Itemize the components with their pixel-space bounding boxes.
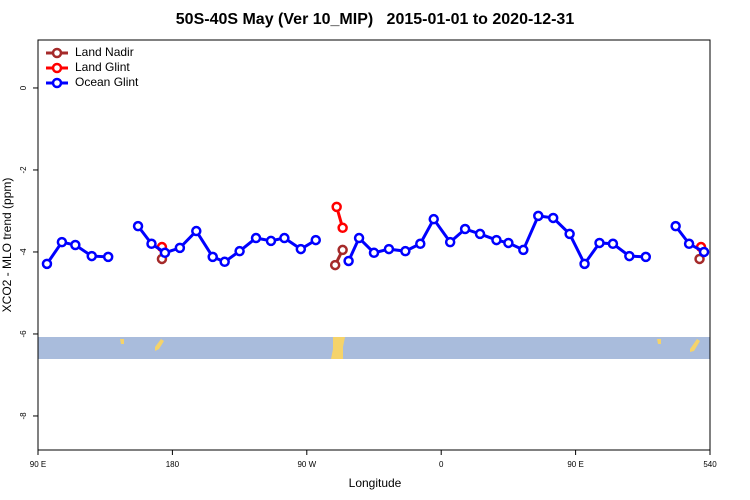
point: [518, 244, 529, 256]
point: [132, 220, 144, 232]
point: [459, 223, 471, 235]
point: [533, 210, 544, 222]
series-line: [337, 207, 701, 247]
point: [337, 244, 348, 256]
point: [207, 251, 218, 263]
point: [415, 238, 426, 250]
y-axis-label: XCO2 - MLO trend (ppm): [0, 178, 14, 313]
point: [329, 259, 341, 271]
point: [56, 236, 68, 248]
point: [279, 232, 290, 244]
y-tick-label: -8: [19, 412, 28, 420]
legend-marker: [51, 77, 63, 89]
point: [250, 232, 262, 244]
point: [353, 232, 365, 244]
point: [265, 235, 277, 247]
legend-marker: [51, 62, 63, 74]
point: [368, 247, 380, 259]
plot-frame: [37, 39, 711, 451]
point: [564, 228, 575, 240]
point: [337, 222, 348, 234]
point: [474, 228, 486, 240]
point: [310, 234, 322, 246]
point: [547, 212, 559, 224]
point: [343, 255, 354, 267]
x-axis-label: Longitude: [349, 476, 402, 490]
point: [191, 225, 202, 237]
point: [694, 253, 705, 265]
band: [38, 337, 710, 359]
point: [491, 234, 502, 246]
point: [579, 258, 590, 270]
point: [295, 243, 307, 255]
legend-label: Ocean Glint: [75, 75, 139, 89]
x-tick-label: 180: [166, 460, 180, 469]
point: [670, 220, 681, 232]
point: [331, 201, 342, 213]
point: [219, 256, 230, 268]
x-tick-label: 0: [439, 460, 444, 469]
point: [383, 243, 395, 255]
point: [428, 213, 439, 225]
point: [70, 239, 81, 251]
x-tick-label: 90 E: [30, 460, 46, 469]
legend-marker: [51, 47, 63, 59]
y-tick-label: -4: [19, 248, 28, 256]
point: [607, 238, 619, 250]
point: [683, 238, 695, 250]
legend-label: Land Nadir: [75, 45, 134, 59]
x-tick-label: 90 W: [297, 460, 316, 469]
y-tick-label: -2: [19, 166, 28, 174]
point: [159, 247, 171, 259]
point: [146, 238, 157, 250]
point: [594, 237, 605, 249]
point: [400, 245, 411, 257]
point: [640, 251, 652, 263]
y-tick-label: -6: [19, 330, 28, 338]
x-tick-label: 90 E: [567, 460, 583, 469]
chart-title: 50S-40S May (Ver 10_MIP) 2015-01-01 to 2…: [176, 11, 575, 28]
point: [503, 237, 514, 249]
y-tick-label: 0: [19, 85, 28, 90]
legend-label: Land Glint: [75, 60, 130, 74]
point: [698, 246, 710, 258]
point: [624, 250, 635, 262]
point: [86, 250, 98, 262]
point: [102, 251, 114, 263]
point: [444, 236, 456, 248]
land-band: [38, 337, 710, 359]
point: [174, 242, 186, 254]
point: [234, 245, 245, 257]
point: [41, 258, 53, 270]
x-tick-label: 540: [703, 460, 717, 469]
